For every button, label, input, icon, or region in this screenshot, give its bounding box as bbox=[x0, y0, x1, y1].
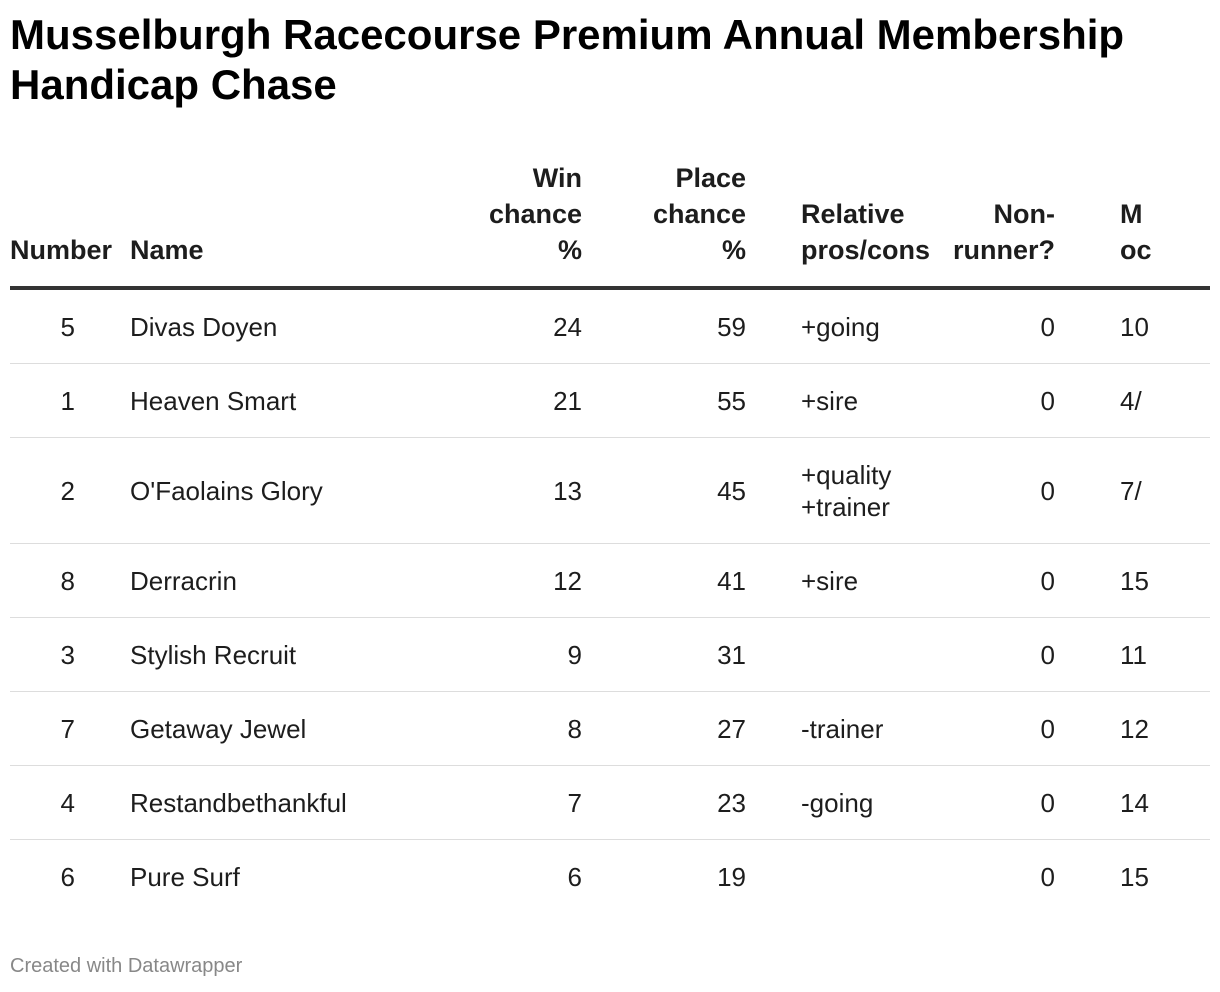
cell-odds: 4/ bbox=[1055, 363, 1210, 438]
cell-odds: 7/ bbox=[1055, 437, 1210, 544]
credit-footer: Created with Datawrapper bbox=[10, 955, 243, 977]
cell-pros: +quality +trainer bbox=[746, 437, 921, 544]
pros-cons-item: +sire bbox=[801, 565, 859, 596]
cell-nonrunner: 0 bbox=[921, 765, 1055, 840]
column-header-place: Place chance% bbox=[582, 160, 746, 290]
column-header-line: Non- bbox=[993, 199, 1055, 229]
cell-place: 59 bbox=[582, 288, 746, 364]
pros-cons-item: -going bbox=[801, 787, 874, 818]
cell-name: O'Faolains Glory bbox=[130, 437, 440, 544]
cell-win: 8 bbox=[440, 691, 582, 766]
cell-pros: -trainer bbox=[746, 691, 921, 766]
cell-nonrunner: 0 bbox=[921, 363, 1055, 438]
cell-place: 23 bbox=[582, 765, 746, 840]
cell-number: 4 bbox=[10, 765, 130, 840]
cell-win: 6 bbox=[567, 861, 582, 892]
column-header-line: Place bbox=[675, 163, 746, 193]
pros-cons-item: +trainer bbox=[801, 491, 890, 522]
table-row: 2 O'Faolains Glory 13 45 +quality +trainer 0 7/ bbox=[10, 437, 1210, 544]
cell-number: 3 bbox=[10, 617, 130, 692]
cell-number: 2 bbox=[10, 437, 130, 544]
cell-win: 9 bbox=[440, 617, 582, 692]
cell-number: 8 bbox=[10, 543, 130, 618]
cell-name: Divas Doyen bbox=[130, 288, 440, 364]
cell-odds: 15 bbox=[1055, 543, 1210, 618]
column-header-nonrunner: Non-runner? bbox=[921, 160, 1055, 290]
pros-cons-item: +sire bbox=[801, 385, 859, 416]
table-row: 6 Pure Surf 6 19 0 15 bbox=[10, 840, 1210, 914]
table-body: 5 Divas Doyen 24 59 +going 0 10 1 Heaven Smart 21… bbox=[10, 288, 1210, 913]
cell-name: Getaway Jewel bbox=[130, 691, 440, 766]
table-row: 8 Derracrin 12 41 +sire 0 15 bbox=[10, 543, 1210, 618]
header-row: Number Name Win chance% Place chance% Relative… bbox=[10, 160, 1210, 290]
cell-place: 55 bbox=[582, 363, 746, 438]
table-header: Number Name Win chance% Place chance% Relative… bbox=[10, 160, 1210, 290]
cell-nonrunner: 0 bbox=[921, 288, 1055, 364]
cell-number: 5 bbox=[10, 288, 130, 364]
cell-pros bbox=[746, 840, 921, 914]
cell-nonrunner: 0 bbox=[921, 617, 1055, 692]
column-header-name: Name bbox=[130, 160, 440, 290]
cell-odds: 11 bbox=[1055, 617, 1210, 692]
table-row: 1 Heaven Smart 21 55 +sire 0 4/ bbox=[10, 363, 1210, 438]
cell-place: 31 bbox=[582, 617, 746, 692]
column-header-line: Relative bbox=[801, 199, 905, 229]
cell-nonrunner: 0 bbox=[921, 543, 1055, 618]
table-container: Number Name Win chance% Place chance% Relative… bbox=[10, 160, 1210, 913]
cell-pros: +sire bbox=[746, 363, 921, 438]
cell-name: Heaven Smart bbox=[130, 363, 440, 438]
cell-pros: +going bbox=[746, 288, 921, 364]
pros-cons-item: -trainer bbox=[801, 713, 884, 744]
cell-odds: 15 bbox=[1120, 861, 1149, 892]
table-row: 4 Restandbethankful 7 23 -going 0 14 bbox=[10, 765, 1210, 840]
column-header-number: Number bbox=[10, 160, 130, 290]
column-header-line: pros/cons bbox=[801, 235, 931, 265]
cell-pros bbox=[746, 617, 921, 692]
cell-nonrunner: 0 bbox=[921, 691, 1055, 766]
column-header-line: Win bbox=[532, 163, 582, 193]
cell-nonrunner: 0 bbox=[921, 437, 1055, 544]
table-row: 7 Getaway Jewel 8 27 -trainer 0 12 bbox=[10, 691, 1210, 766]
column-header-line: oc bbox=[1120, 235, 1152, 265]
cell-name: Derracrin bbox=[130, 543, 440, 618]
cell-pros: -going bbox=[746, 765, 921, 840]
cell-place: 27 bbox=[582, 691, 746, 766]
column-header-line: Number bbox=[10, 235, 113, 265]
cell-odds: 10 bbox=[1055, 288, 1210, 364]
pros-cons-item: +quality bbox=[801, 459, 892, 490]
table-row: 3 Stylish Recruit 9 31 0 11 bbox=[10, 617, 1210, 692]
pros-cons-item: +going bbox=[801, 311, 880, 342]
column-header-pros: Relative pros/cons bbox=[746, 160, 931, 290]
cell-win: 21 bbox=[440, 363, 582, 438]
table-row: 5 Divas Doyen 24 59 +going 0 10 bbox=[10, 288, 1210, 364]
column-header-line: Name bbox=[130, 235, 204, 265]
cell-odds: 12 bbox=[1055, 691, 1210, 766]
cell-number: 6 bbox=[60, 861, 75, 892]
column-header-line: % bbox=[721, 235, 746, 265]
cell-win: 7 bbox=[440, 765, 582, 840]
cell-win: 13 bbox=[440, 437, 582, 544]
cell-place: 45 bbox=[582, 437, 746, 544]
column-header-line: % bbox=[557, 235, 582, 265]
cell-pros: +sire bbox=[746, 543, 921, 618]
column-header-line: M bbox=[1120, 199, 1143, 229]
runners-table: Number Name Win chance% Place chance% Relative… bbox=[10, 160, 1210, 913]
column-header-line: chance bbox=[652, 199, 746, 229]
column-header-line: chance bbox=[488, 199, 582, 229]
cell-number: 1 bbox=[10, 363, 130, 438]
chart-title: Musselburgh Racecourse Premium Annual Me… bbox=[10, 11, 1125, 108]
cell-name: Stylish Recruit bbox=[130, 617, 440, 692]
cell-nonrunner: 0 bbox=[1040, 861, 1055, 892]
cell-odds: 14 bbox=[1055, 765, 1210, 840]
column-header-win: Win chance% bbox=[440, 160, 582, 290]
cell-name: Restandbethankful bbox=[130, 765, 440, 840]
cell-name: Pure Surf bbox=[130, 861, 240, 892]
cell-place: 41 bbox=[582, 543, 746, 618]
cell-win: 12 bbox=[440, 543, 582, 618]
cell-number: 7 bbox=[10, 691, 130, 766]
cell-win: 24 bbox=[440, 288, 582, 364]
cell-place: 19 bbox=[717, 861, 746, 892]
column-header-line: runner? bbox=[952, 235, 1055, 265]
